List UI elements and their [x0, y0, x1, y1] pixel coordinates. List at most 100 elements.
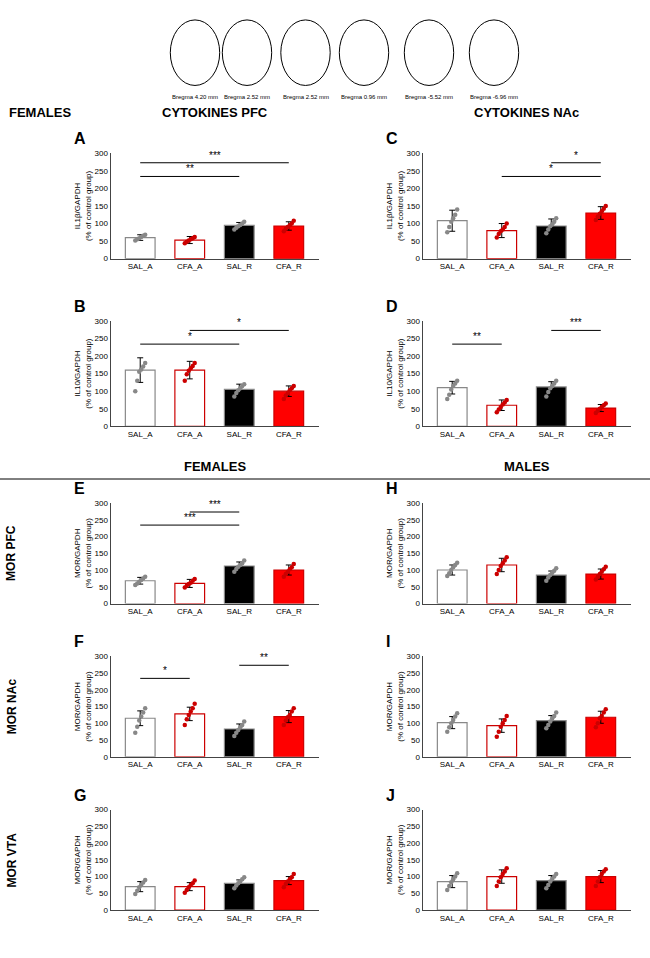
svg-text:IL1β/GAPDH(% of control group): IL1β/GAPDH(% of control group): [73, 171, 92, 242]
svg-text:200: 200: [95, 839, 109, 848]
svg-text:200: 200: [95, 686, 109, 695]
svg-text:SAL_R: SAL_R: [539, 607, 565, 616]
svg-text:100: 100: [95, 719, 109, 728]
svg-text:300: 300: [407, 499, 421, 508]
svg-text:MOR/GAPDH(% of control group): MOR/GAPDH(% of control group): [385, 824, 404, 895]
svg-text:**: **: [260, 652, 268, 663]
svg-text:Bregma -5.52 mm: Bregma -5.52 mm: [405, 94, 453, 100]
svg-text:FEMALES: FEMALES: [184, 459, 246, 474]
svg-text:50: 50: [411, 583, 420, 592]
svg-text:Bregma -6.96 mm: Bregma -6.96 mm: [470, 94, 518, 100]
svg-text:***: ***: [570, 317, 582, 328]
svg-text:CFA_A: CFA_A: [489, 607, 515, 616]
svg-text:SAL_A: SAL_A: [440, 914, 466, 923]
svg-text:150: 150: [95, 549, 109, 558]
svg-text:CFA_R: CFA_R: [588, 607, 614, 616]
svg-text:150: 150: [407, 856, 421, 865]
svg-text:0: 0: [103, 599, 108, 608]
svg-text:300: 300: [407, 652, 421, 661]
svg-text:250: 250: [95, 334, 109, 343]
svg-text:50: 50: [411, 736, 420, 745]
svg-text:MOR NAc: MOR NAc: [5, 679, 19, 735]
svg-text:D: D: [386, 298, 398, 315]
svg-text:150: 150: [95, 856, 109, 865]
svg-text:SAL_A: SAL_A: [128, 262, 154, 271]
svg-text:50: 50: [99, 405, 108, 414]
svg-text:G: G: [74, 787, 86, 804]
svg-text:150: 150: [95, 369, 109, 378]
svg-text:250: 250: [95, 669, 109, 678]
svg-text:MOR/GAPDH(% of control group): MOR/GAPDH(% of control group): [73, 824, 92, 895]
svg-text:100: 100: [95, 872, 109, 881]
svg-text:CFA_A: CFA_A: [489, 262, 515, 271]
svg-text:Bregma 4.20 mm: Bregma 4.20 mm: [172, 94, 218, 100]
svg-text:100: 100: [95, 566, 109, 575]
svg-text:CFA_A: CFA_A: [489, 760, 515, 769]
svg-text:SAL_R: SAL_R: [539, 430, 565, 439]
svg-text:CFA_A: CFA_A: [177, 607, 203, 616]
svg-text:*: *: [574, 150, 578, 161]
svg-text:MOR/GAPDH(% of control group): MOR/GAPDH(% of control group): [385, 518, 404, 589]
svg-text:Bregma 2.52 mm: Bregma 2.52 mm: [283, 94, 329, 100]
svg-text:F: F: [74, 633, 84, 650]
svg-text:***: ***: [209, 499, 221, 510]
svg-text:SAL_A: SAL_A: [440, 607, 466, 616]
svg-text:MOR/GAPDH(% of control group): MOR/GAPDH(% of control group): [73, 671, 92, 742]
svg-text:CFA_R: CFA_R: [276, 760, 302, 769]
svg-text:B: B: [74, 298, 86, 315]
svg-text:SAL_A: SAL_A: [128, 760, 154, 769]
svg-text:100: 100: [407, 872, 421, 881]
svg-text:150: 150: [407, 202, 421, 211]
svg-text:SAL_R: SAL_R: [227, 760, 253, 769]
svg-text:CFA_A: CFA_A: [489, 430, 515, 439]
svg-text:IL10/GAPDH(% of control group): IL10/GAPDH(% of control group): [73, 338, 92, 409]
svg-text:50: 50: [99, 736, 108, 745]
svg-text:0: 0: [415, 599, 420, 608]
svg-text:200: 200: [407, 352, 421, 361]
svg-text:300: 300: [95, 652, 109, 661]
svg-text:0: 0: [103, 422, 108, 431]
svg-text:100: 100: [407, 387, 421, 396]
svg-text:CFA_R: CFA_R: [276, 607, 302, 616]
svg-text:CFA_R: CFA_R: [588, 262, 614, 271]
svg-text:250: 250: [407, 334, 421, 343]
svg-text:SAL_A: SAL_A: [440, 430, 466, 439]
svg-text:50: 50: [411, 405, 420, 414]
svg-text:100: 100: [407, 219, 421, 228]
svg-text:100: 100: [407, 719, 421, 728]
svg-text:200: 200: [407, 686, 421, 695]
svg-text:CFA_R: CFA_R: [276, 914, 302, 923]
svg-text:CYTOKINES PFC: CYTOKINES PFC: [162, 105, 268, 120]
svg-text:0: 0: [103, 753, 108, 762]
svg-text:200: 200: [407, 184, 421, 193]
svg-text:*: *: [237, 317, 241, 328]
svg-text:SAL_R: SAL_R: [539, 914, 565, 923]
svg-text:SAL_A: SAL_A: [128, 914, 154, 923]
svg-text:SAL_A: SAL_A: [440, 760, 466, 769]
svg-text:SAL_A: SAL_A: [128, 607, 154, 616]
svg-text:MOR/GAPDH(% of control group): MOR/GAPDH(% of control group): [385, 671, 404, 742]
svg-text:300: 300: [95, 805, 109, 814]
svg-text:250: 250: [95, 167, 109, 176]
svg-text:C: C: [386, 130, 398, 147]
svg-text:CFA_R: CFA_R: [276, 430, 302, 439]
svg-text:SAL_A: SAL_A: [440, 262, 466, 271]
svg-text:250: 250: [407, 167, 421, 176]
svg-text:MOR/GAPDH(% of control group): MOR/GAPDH(% of control group): [73, 518, 92, 589]
svg-text:100: 100: [95, 387, 109, 396]
svg-text:CFA_R: CFA_R: [588, 760, 614, 769]
svg-text:150: 150: [95, 702, 109, 711]
svg-text:CYTOKINES NAc: CYTOKINES NAc: [474, 105, 579, 120]
svg-text:0: 0: [415, 254, 420, 263]
svg-text:E: E: [74, 480, 85, 497]
svg-text:300: 300: [407, 149, 421, 158]
svg-text:250: 250: [95, 822, 109, 831]
svg-text:IL1β/GAPDH(% of control group): IL1β/GAPDH(% of control group): [385, 171, 404, 242]
svg-text:MOR PFC: MOR PFC: [4, 525, 18, 581]
svg-text:SAL_R: SAL_R: [227, 607, 253, 616]
svg-text:SAL_A: SAL_A: [128, 430, 154, 439]
svg-text:**: **: [186, 163, 194, 174]
svg-text:SAL_R: SAL_R: [227, 914, 253, 923]
svg-text:CFA_R: CFA_R: [276, 262, 302, 271]
svg-text:200: 200: [95, 184, 109, 193]
